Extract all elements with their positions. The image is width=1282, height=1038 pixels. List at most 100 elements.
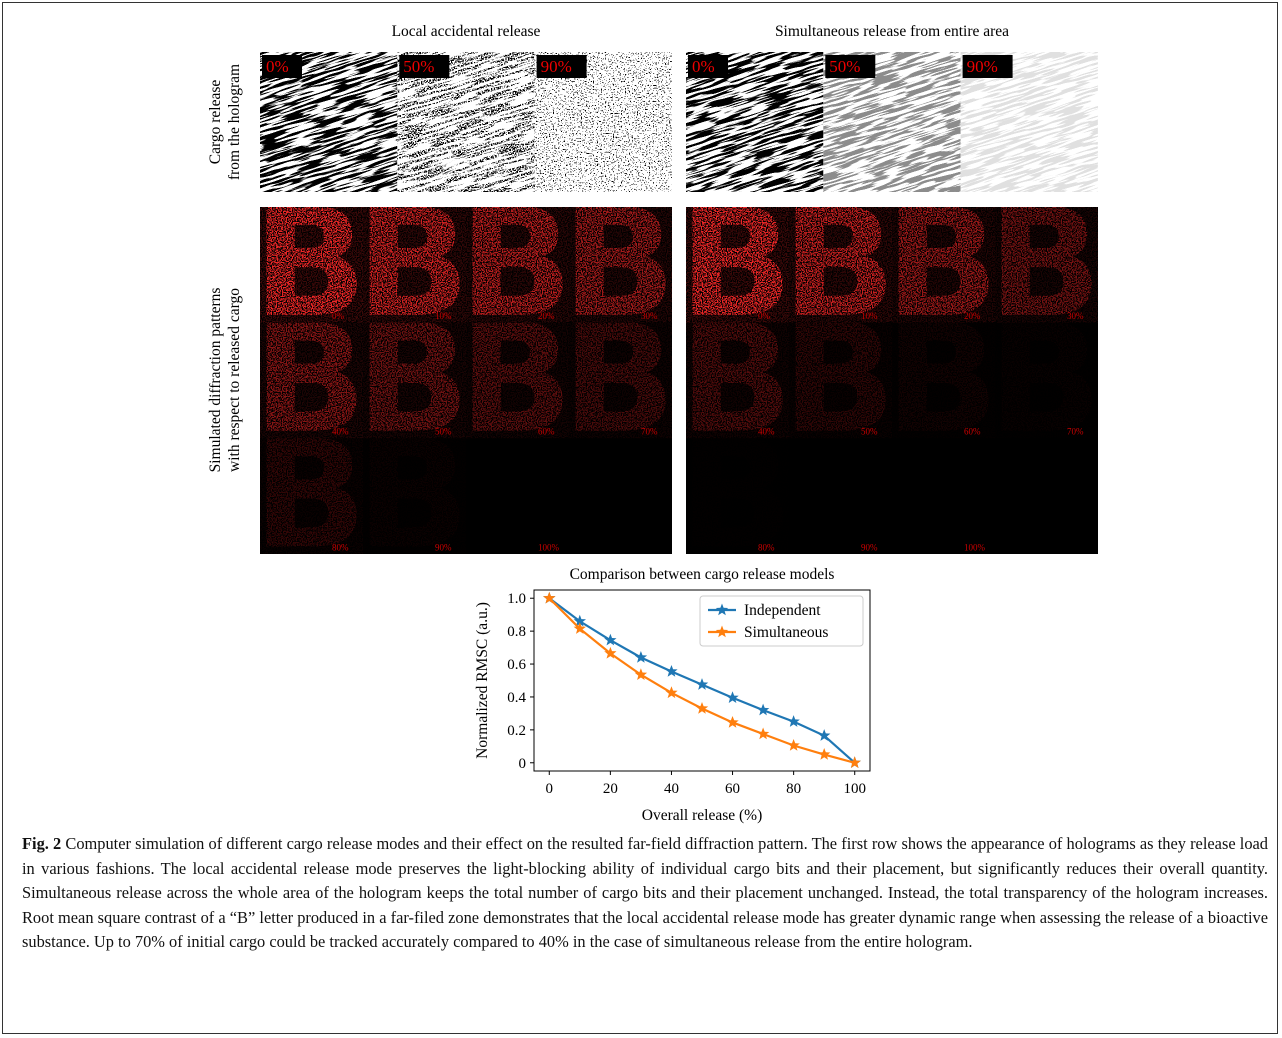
x-tick-label: 100 <box>843 781 866 797</box>
hologram-label: 50% <box>403 57 434 76</box>
diffraction-label: 90% <box>435 542 452 552</box>
diffraction-label: 30% <box>641 311 658 321</box>
letter-b: B <box>253 177 367 351</box>
tile: B60% <box>466 322 569 439</box>
x-tick-label: 0 <box>546 781 554 797</box>
marker <box>787 715 800 727</box>
y-axis-label: Normalized RMSC (a.u.) <box>474 602 491 759</box>
tile: B10% <box>782 177 896 351</box>
tile: B60% <box>892 323 995 439</box>
letter-b: B <box>459 177 573 351</box>
tile: B50% <box>789 322 892 439</box>
row-label: Cargo release <box>207 80 224 165</box>
background-speckle <box>466 207 569 323</box>
letter-b: B <box>356 408 470 582</box>
letter-b: B <box>679 177 793 351</box>
caption: Fig. 2 Computer simulation of different … <box>22 832 1268 955</box>
column-header: Local accidental release <box>392 23 541 40</box>
letter-b: B <box>782 177 896 351</box>
marker <box>665 686 678 699</box>
x-tick-label: 40 <box>664 781 679 797</box>
label-box <box>825 55 876 78</box>
diffraction-label: 0% <box>332 311 345 321</box>
legend-box <box>699 595 864 647</box>
diffraction-label: 20% <box>964 311 981 321</box>
marker <box>726 716 739 728</box>
marker <box>604 646 617 659</box>
marker <box>818 748 831 760</box>
tile: B100% <box>964 542 986 552</box>
marker <box>818 729 831 741</box>
diffraction-label: 0% <box>758 311 771 321</box>
marker <box>756 703 770 716</box>
tile: B10% <box>363 207 466 323</box>
hologram-label: 0% <box>266 57 289 76</box>
tile: B70% <box>1067 427 1084 437</box>
tile: B30% <box>988 177 1102 351</box>
x-axis-label: Overall release (%) <box>642 807 762 824</box>
label-box <box>262 55 302 78</box>
marker <box>787 739 800 751</box>
diffraction-label: 80% <box>332 542 349 552</box>
diffraction-label: 20% <box>538 311 555 321</box>
label-box <box>536 55 587 78</box>
marker <box>695 702 709 714</box>
background-speckle <box>892 207 995 323</box>
background-speckle <box>569 322 672 439</box>
background-speckle <box>686 322 789 439</box>
tile: B90% <box>861 542 878 552</box>
legend-label: Independent <box>744 602 821 619</box>
diffraction-label: 40% <box>332 427 349 437</box>
diffraction-label: 10% <box>435 311 452 321</box>
background-speckle <box>995 207 1098 323</box>
letter-b: B <box>885 177 999 351</box>
diffraction-label: 100% <box>964 542 986 552</box>
hologram-texture <box>686 52 824 192</box>
background-speckle <box>260 322 363 439</box>
tile: B40% <box>679 293 793 467</box>
x-tick-label: 80 <box>786 781 801 797</box>
letter-b: B <box>356 293 470 467</box>
tile: B80% <box>758 542 775 552</box>
letter-b: B <box>988 177 1102 351</box>
letter-b: B <box>253 408 367 582</box>
y-tick-label: 0.8 <box>507 624 526 640</box>
legend-marker <box>715 603 729 616</box>
diffraction-label: 70% <box>1067 427 1084 437</box>
marker <box>573 614 586 627</box>
label-box <box>688 55 728 78</box>
row-label: from the hologram <box>226 64 243 180</box>
figure: Local accidental release Simultaneous rel… <box>207 23 1102 824</box>
letter-b: B <box>562 293 676 467</box>
row-label: with respect to released cargo <box>226 288 243 472</box>
background-speckle <box>466 322 569 439</box>
column-header: Simultaneous release from entire area <box>775 23 1009 40</box>
tile: 90% <box>960 52 1098 192</box>
diffraction-label: 40% <box>758 427 775 437</box>
diffraction-label: 50% <box>861 427 878 437</box>
tile: B50% <box>356 293 470 467</box>
hologram-label: 50% <box>829 57 860 76</box>
x-tick-label: 60 <box>725 781 740 797</box>
marker <box>665 665 678 677</box>
diffraction-label: 10% <box>861 311 878 321</box>
letter-b: B <box>253 293 367 467</box>
diffraction-label: 60% <box>964 427 981 437</box>
letter-b: B <box>679 293 793 467</box>
hologram-texture <box>960 52 1098 192</box>
label-box <box>399 55 450 78</box>
hologram-label: 90% <box>541 57 572 76</box>
tile: B40% <box>253 293 367 467</box>
tile: B0% <box>679 177 793 351</box>
tile: B90% <box>356 408 470 582</box>
tile: 50% <box>397 52 535 192</box>
hologram-texture <box>823 52 961 192</box>
hologram-label: 90% <box>967 57 998 76</box>
caption-text: Computer simulation of different cargo r… <box>22 834 1268 952</box>
marker <box>634 668 648 680</box>
diffraction-label: 60% <box>538 427 555 437</box>
tile: B80% <box>253 408 367 582</box>
diffraction-label: 80% <box>758 542 775 552</box>
tile: 50% <box>823 52 961 192</box>
